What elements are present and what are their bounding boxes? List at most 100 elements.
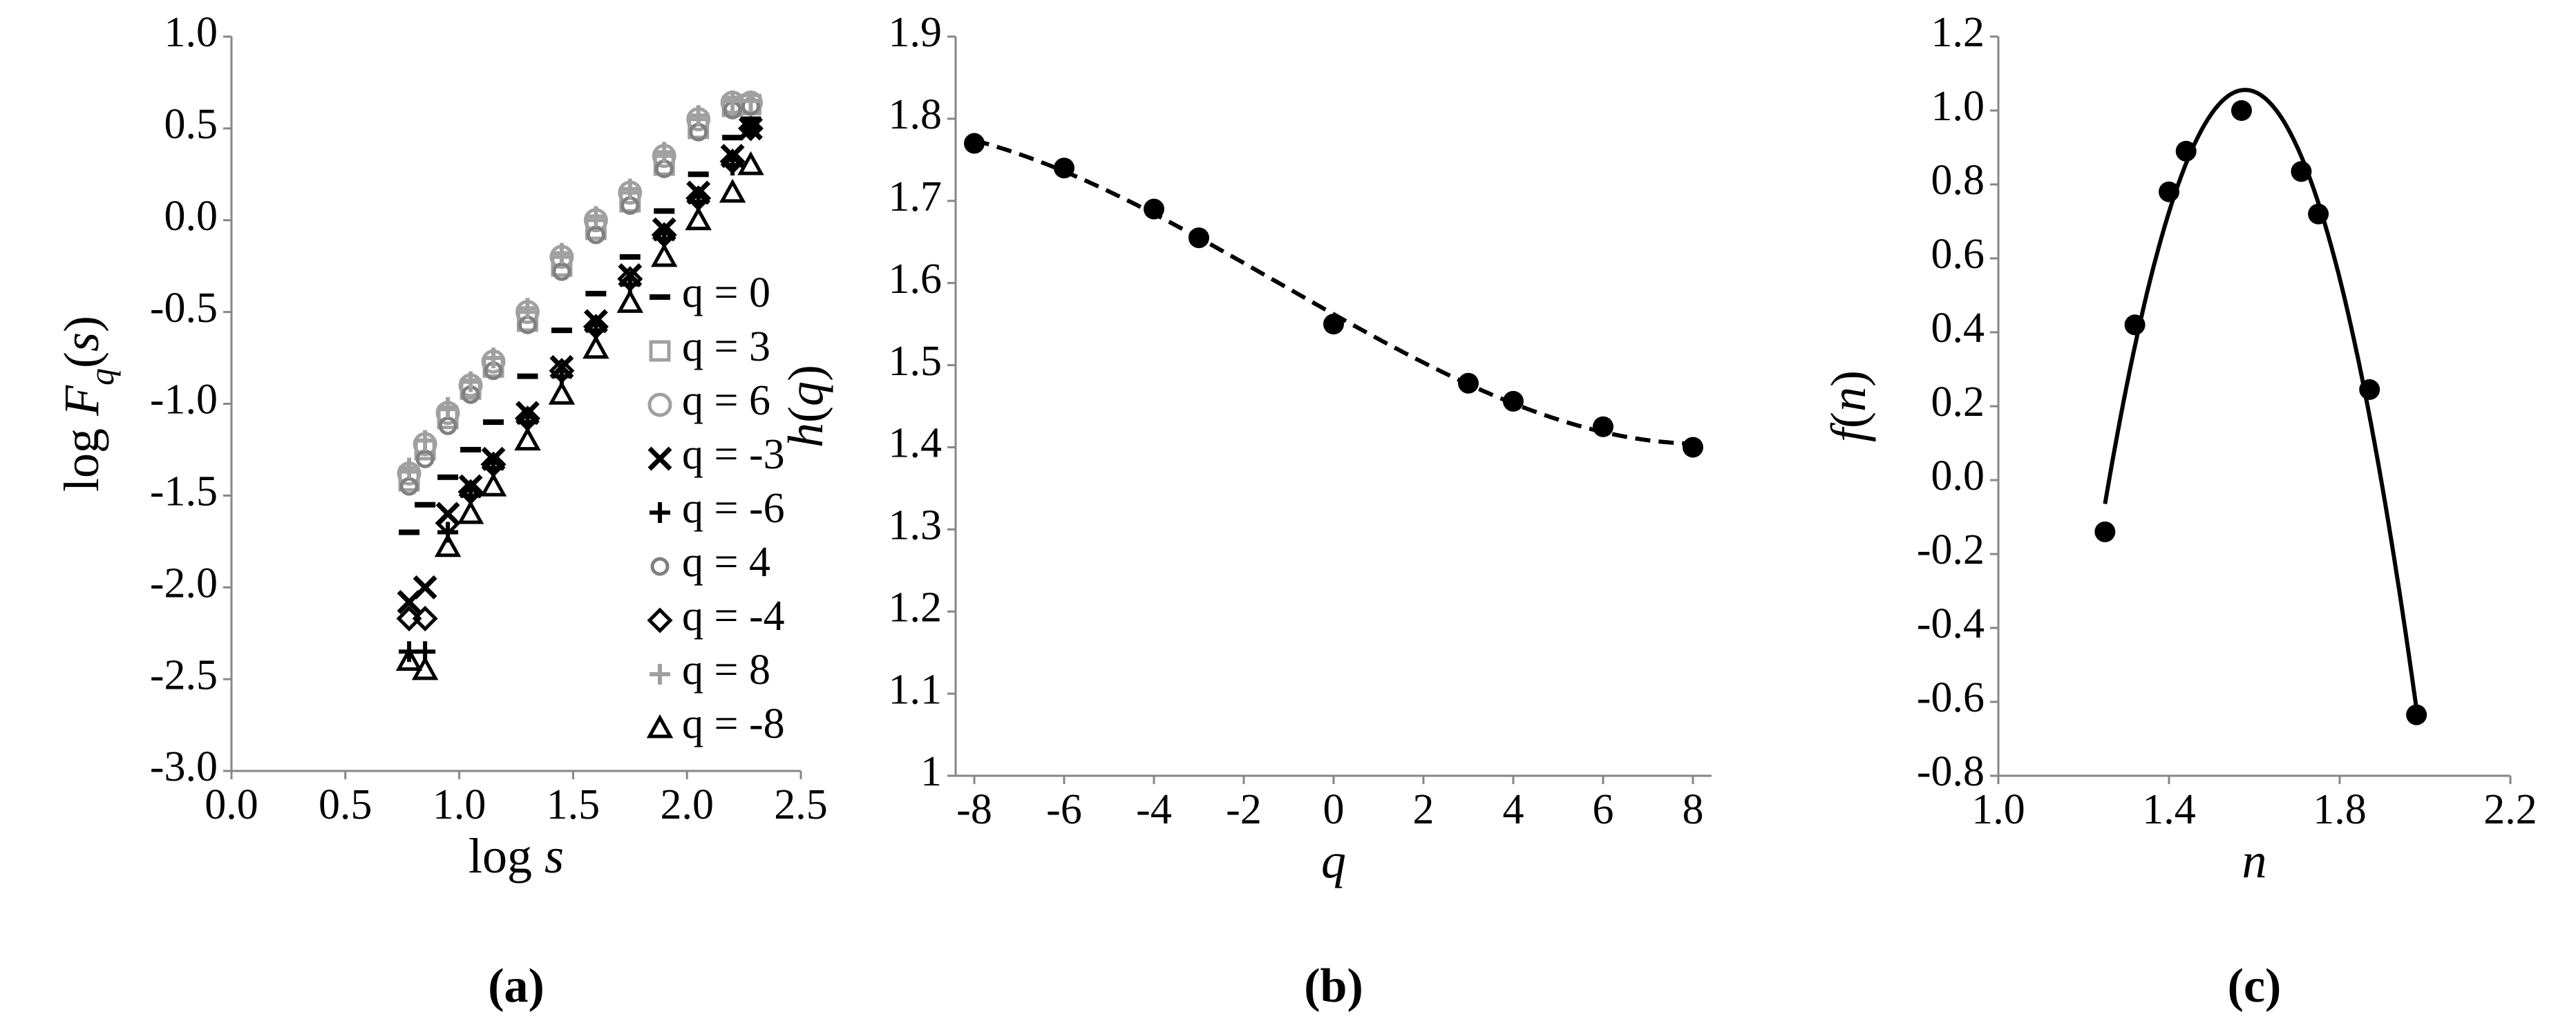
y-tick-label: 1 xyxy=(920,748,942,795)
y-axis-title-part: q xyxy=(778,381,833,406)
legend-label: q = -6 xyxy=(682,485,785,532)
marker xyxy=(415,449,435,468)
y-tick-label: 1.7 xyxy=(889,173,943,220)
x-axis-title: log s xyxy=(468,828,564,884)
panel: -3.0 -2.5 -2.0 -1.5 -1.0 -0.5 0.0 0.5 1.0 0.0 0.5 1… xyxy=(54,9,828,1013)
marker xyxy=(1144,198,1164,220)
marker xyxy=(722,135,744,141)
x-tick-label: 1.0 xyxy=(1971,786,2025,833)
legend-marker xyxy=(646,714,674,738)
marker xyxy=(514,426,541,451)
marker xyxy=(517,298,538,319)
x-axis-title-part: log xyxy=(468,828,544,884)
marker xyxy=(415,430,436,451)
marker xyxy=(413,575,437,600)
marker xyxy=(395,647,423,671)
marker xyxy=(1593,416,1613,437)
y-axis-title-part: ( xyxy=(1821,412,1876,428)
marker xyxy=(1188,227,1209,249)
legend-label: q = -4 xyxy=(682,593,785,640)
marker xyxy=(517,373,538,379)
y-tick-label: 1.6 xyxy=(889,256,943,303)
panel: -0.8 -0.6 -0.4 -0.2 0.0 0.2 0.4 0.6 0.8 1.0 1.2 1.0… xyxy=(1821,9,2537,1013)
x-axis-title: n xyxy=(2242,833,2267,888)
marker xyxy=(2359,379,2380,400)
marker xyxy=(654,208,675,214)
y-tick-label: 1.0 xyxy=(1931,83,1985,130)
marker xyxy=(619,178,641,200)
marker xyxy=(2175,140,2197,162)
marker xyxy=(688,171,709,178)
x-axis-title-part: s xyxy=(544,828,564,884)
marker xyxy=(460,446,482,452)
x-tick-label: 1.0 xyxy=(433,781,486,828)
legend-marker xyxy=(647,607,673,633)
legend-label: q = 4 xyxy=(682,539,770,586)
marker xyxy=(551,242,572,264)
y-tick-label: 1.8 xyxy=(889,91,943,138)
y-tick-label: 1.2 xyxy=(889,584,943,631)
y-tick-label: -0.8 xyxy=(1917,748,1985,795)
panel-caption: (b) xyxy=(1304,960,1363,1013)
x-tick-label: 1.5 xyxy=(547,781,600,828)
y-tick-label: 1.2 xyxy=(1931,9,1985,56)
legend-marker xyxy=(650,557,670,576)
y-tick-label: 1.1 xyxy=(889,666,943,713)
marker xyxy=(2094,521,2116,542)
marker xyxy=(483,347,504,369)
y-tick-label: -0.5 xyxy=(150,285,218,332)
marker xyxy=(437,397,459,418)
y-tick-label: 1.9 xyxy=(889,9,943,56)
marker xyxy=(1683,437,1703,458)
x-tick-label: 0 xyxy=(1323,786,1345,833)
marker xyxy=(722,90,744,112)
x-tick-label: 2.5 xyxy=(774,781,828,828)
marker xyxy=(619,254,641,260)
y-axis-title-part: h xyxy=(778,423,833,448)
y-axis-title-part: s xyxy=(54,332,109,352)
x-tick-label: 0.5 xyxy=(319,781,372,828)
marker xyxy=(2406,704,2427,725)
marker xyxy=(737,115,764,142)
marker xyxy=(585,291,607,297)
marker xyxy=(650,242,678,267)
x-axis-title-part: n xyxy=(2242,833,2267,888)
marker xyxy=(434,533,462,557)
marker xyxy=(399,529,420,535)
x-tick-label: 1.8 xyxy=(2313,786,2367,833)
y-tick-label: -1.5 xyxy=(150,468,218,515)
x-tick-label: -8 xyxy=(956,786,992,833)
marker xyxy=(399,457,420,479)
marker xyxy=(654,142,675,163)
marker xyxy=(415,502,436,508)
marker xyxy=(616,289,644,313)
legend-label: q = 8 xyxy=(682,647,770,694)
x-tick-label: -2 xyxy=(1226,786,1262,833)
marker xyxy=(737,151,764,175)
legend-label: q = 3 xyxy=(682,323,770,370)
marker xyxy=(719,149,746,175)
marker xyxy=(412,605,438,631)
legend-label: q = 6 xyxy=(682,377,770,424)
legend-marker xyxy=(650,294,670,300)
marker xyxy=(552,262,571,281)
y-tick-label: 1.5 xyxy=(889,338,943,385)
trendline xyxy=(974,138,1694,446)
marker xyxy=(2308,203,2329,225)
y-tick-label: -2.0 xyxy=(150,560,218,607)
y-tick-label: 1.0 xyxy=(164,9,218,56)
marker xyxy=(740,117,761,139)
x-tick-label: 6 xyxy=(1593,786,1614,833)
x-tick-label: 2.2 xyxy=(2483,786,2537,833)
legend-marker xyxy=(650,664,670,685)
y-tick-label: -0.4 xyxy=(1917,600,1985,647)
x-axis-title-part: q xyxy=(1321,833,1346,888)
marker xyxy=(1503,390,1524,412)
legend-label: q = -8 xyxy=(682,700,785,747)
y-tick-label: 0.0 xyxy=(1931,452,1985,499)
marker xyxy=(1323,314,1344,335)
legend-marker xyxy=(647,446,672,471)
y-tick-label: 0.4 xyxy=(1931,305,1985,352)
y-axis-title: log Fq(s) xyxy=(54,316,122,492)
